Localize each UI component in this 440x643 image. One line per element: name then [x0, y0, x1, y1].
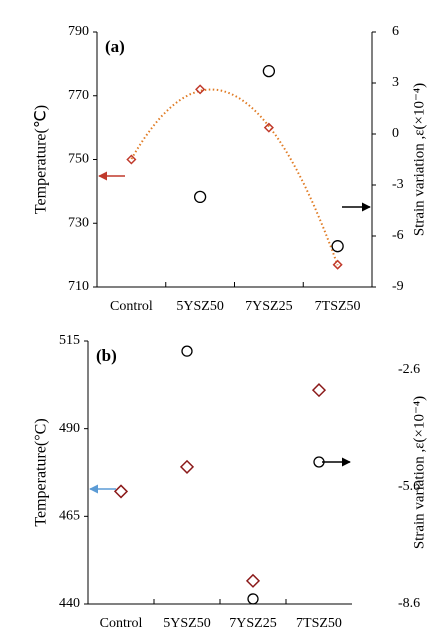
- trendline: [130, 88, 339, 266]
- circle-marker: [181, 345, 193, 357]
- x-tick-label: 7TSZ50: [296, 616, 342, 631]
- y-axis-label: Temperature(°C): [33, 418, 50, 526]
- y2-tick-label: 0: [392, 126, 399, 141]
- x-tick-label: 5YSZ50: [176, 299, 223, 314]
- y-tick-label: 465: [59, 509, 80, 524]
- diamond-marker: [245, 573, 261, 588]
- diamond-marker: [263, 122, 274, 133]
- y-tick-label: 770: [68, 88, 89, 103]
- y2-tick-label: -5.6: [398, 479, 420, 494]
- circle-marker: [331, 240, 344, 253]
- diamond-marker: [113, 484, 129, 499]
- y-tick-label: 750: [68, 152, 89, 167]
- diamond-marker: [195, 84, 206, 95]
- y2-tick-label: 6: [392, 24, 399, 39]
- circle-marker: [262, 64, 276, 78]
- circle-marker: [193, 190, 207, 204]
- diamond-marker: [311, 383, 327, 398]
- panel-label: (b): [96, 346, 117, 365]
- x-tick-label: 5YSZ50: [163, 616, 210, 631]
- x-tick-label: 7YSZ25: [229, 616, 276, 631]
- y-axis-label: Temperature(℃): [33, 105, 50, 214]
- diamond-marker: [126, 154, 137, 165]
- y2-tick-label: -2.6: [398, 362, 420, 377]
- x-tick-label: 7YSZ25: [245, 299, 292, 314]
- y-tick-label: 440: [59, 596, 80, 611]
- diamond-marker: [179, 459, 195, 474]
- y2-tick-label: 3: [392, 75, 399, 90]
- y2-tick-label: -9: [392, 279, 404, 294]
- y2-tick-label: -3: [392, 177, 404, 192]
- panel-label: (a): [105, 37, 125, 56]
- y-tick-label: 710: [68, 279, 89, 294]
- diamond-marker: [332, 259, 343, 270]
- x-tick-label: 7TSZ50: [315, 299, 361, 314]
- x-tick-label: Control: [100, 616, 143, 631]
- y2-tick-label: -6: [392, 228, 404, 243]
- circle-marker: [247, 593, 259, 605]
- y-tick-label: 730: [68, 215, 89, 230]
- y2-tick-label: -8.6: [398, 596, 420, 611]
- y2-axis-label: Strain variation ,ε(×10⁻⁴): [411, 396, 427, 549]
- y-tick-label: 515: [59, 333, 80, 348]
- x-tick-label: Control: [110, 299, 153, 314]
- y-tick-label: 790: [68, 24, 89, 39]
- y-tick-label: 490: [59, 421, 80, 436]
- y2-axis-label: Strain variation ,ε(×10⁻⁴): [411, 83, 427, 236]
